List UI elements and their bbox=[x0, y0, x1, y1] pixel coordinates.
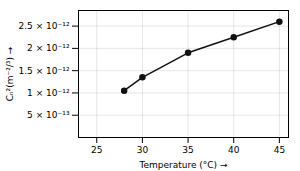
svg-text:2 × 10⁻¹²: 2 × 10⁻¹² bbox=[27, 43, 70, 53]
svg-text:1 × 10⁻¹²: 1 × 10⁻¹² bbox=[27, 88, 70, 98]
svg-text:1.5 × 10⁻¹²: 1.5 × 10⁻¹² bbox=[19, 66, 70, 76]
svg-text:2.5 × 10⁻¹²: 2.5 × 10⁻¹² bbox=[19, 21, 70, 31]
svg-text:40: 40 bbox=[228, 145, 240, 155]
svg-text:25: 25 bbox=[91, 145, 102, 155]
svg-text:45: 45 bbox=[274, 145, 285, 155]
svg-text:5 × 10⁻¹³: 5 × 10⁻¹³ bbox=[27, 110, 70, 120]
svg-text:35: 35 bbox=[182, 145, 193, 155]
svg-text:Temperature (°C) →: Temperature (°C) → bbox=[138, 160, 228, 170]
svg-text:Cₙ²(m⁻²/³) →: Cₙ²(m⁻²/³) → bbox=[5, 46, 15, 101]
svg-text:30: 30 bbox=[137, 145, 149, 155]
